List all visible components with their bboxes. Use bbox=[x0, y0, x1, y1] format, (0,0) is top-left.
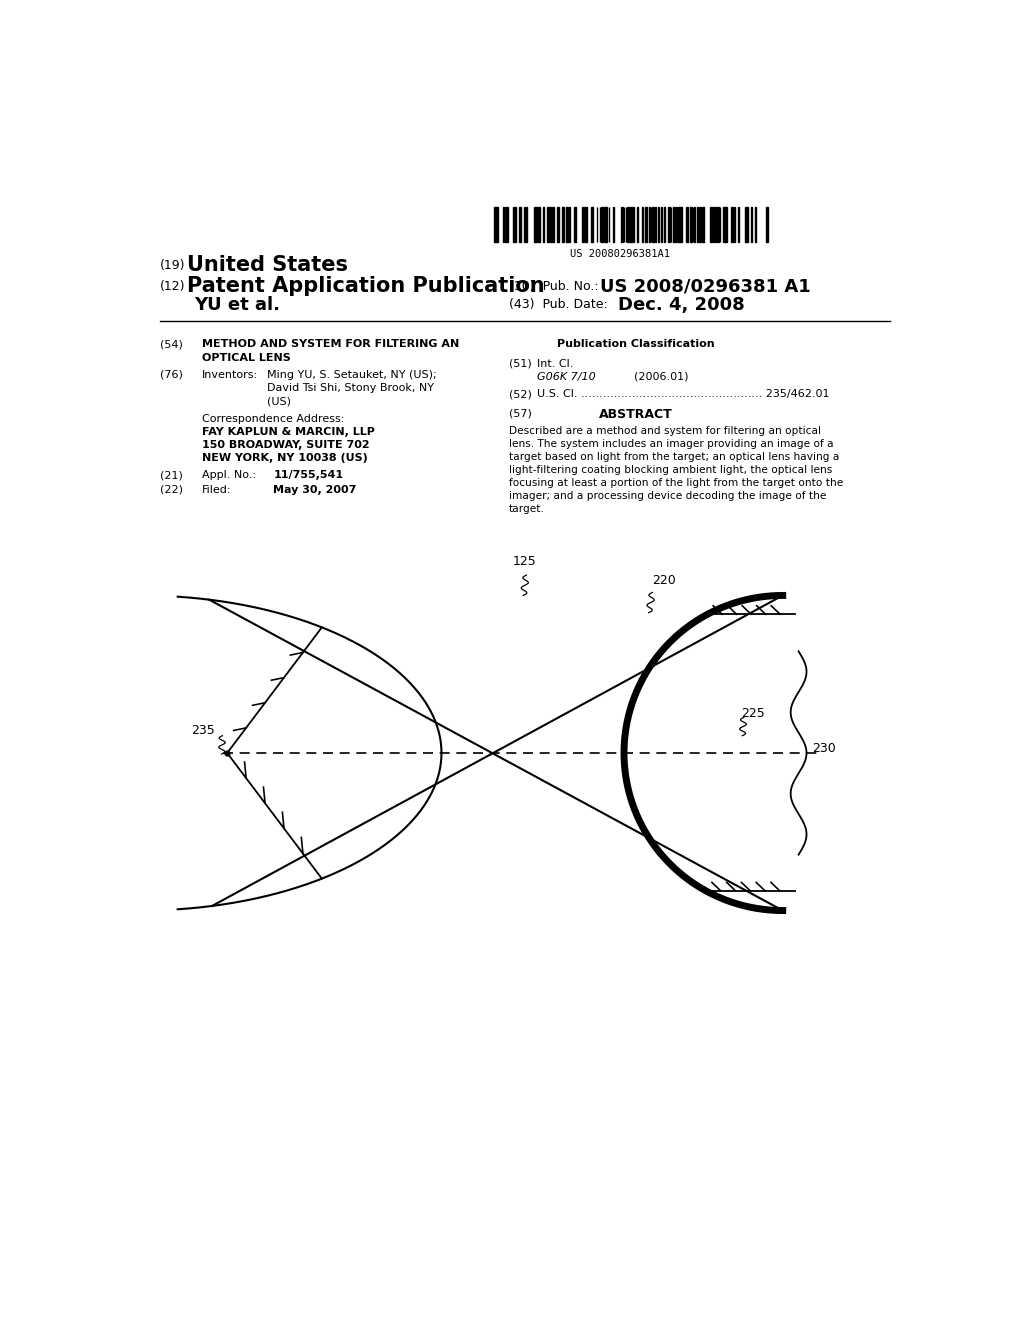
Text: lens. The system includes an imager providing an image of a: lens. The system includes an imager prov… bbox=[509, 438, 834, 449]
Bar bbox=[562, 207, 564, 242]
Text: FAY KAPLUN & MARCIN, LLP: FAY KAPLUN & MARCIN, LLP bbox=[202, 426, 375, 437]
Bar bbox=[699, 207, 701, 242]
Text: METHOD AND SYSTEM FOR FILTERING AN: METHOD AND SYSTEM FOR FILTERING AN bbox=[202, 339, 459, 350]
Text: 220: 220 bbox=[652, 574, 676, 587]
Bar bbox=[678, 207, 680, 242]
Bar bbox=[613, 207, 614, 242]
Bar bbox=[738, 207, 739, 242]
Text: (12): (12) bbox=[160, 280, 185, 293]
Text: (52): (52) bbox=[509, 389, 531, 399]
Text: 150 BROADWAY, SUITE 702: 150 BROADWAY, SUITE 702 bbox=[202, 440, 370, 450]
Text: (43)  Pub. Date:: (43) Pub. Date: bbox=[509, 298, 607, 312]
Text: Ming YU, S. Setauket, NY (US);: Ming YU, S. Setauket, NY (US); bbox=[267, 370, 436, 380]
Bar bbox=[601, 207, 603, 242]
Bar bbox=[494, 207, 496, 242]
Bar bbox=[660, 207, 662, 242]
Bar bbox=[744, 207, 746, 242]
Bar bbox=[566, 207, 568, 242]
Bar bbox=[734, 207, 735, 242]
Text: (US): (US) bbox=[267, 396, 291, 407]
Text: (2006.01): (2006.01) bbox=[634, 372, 689, 381]
Text: imager; and a processing device decoding the image of the: imager; and a processing device decoding… bbox=[509, 491, 826, 500]
Bar bbox=[697, 207, 698, 242]
Text: (54): (54) bbox=[160, 339, 182, 350]
Bar bbox=[637, 207, 638, 242]
Bar bbox=[506, 207, 508, 242]
Bar bbox=[518, 207, 520, 242]
Bar bbox=[539, 207, 541, 242]
Text: NEW YORK, NY 10038 (US): NEW YORK, NY 10038 (US) bbox=[202, 453, 368, 463]
Text: Appl. No.:: Appl. No.: bbox=[202, 470, 256, 480]
Text: Filed:: Filed: bbox=[202, 484, 231, 495]
Bar bbox=[668, 207, 670, 242]
Bar bbox=[725, 207, 727, 242]
Bar bbox=[497, 207, 498, 242]
Text: Int. Cl.: Int. Cl. bbox=[537, 359, 573, 368]
Bar bbox=[766, 207, 768, 242]
Text: 11/755,541: 11/755,541 bbox=[273, 470, 343, 480]
Text: David Tsi Shi, Stony Brook, NY: David Tsi Shi, Stony Brook, NY bbox=[267, 383, 434, 393]
Bar bbox=[606, 207, 607, 242]
Text: 230: 230 bbox=[812, 742, 836, 755]
Text: Patent Application Publication: Patent Application Publication bbox=[186, 276, 545, 297]
Bar bbox=[628, 207, 630, 242]
Bar bbox=[702, 207, 703, 242]
Bar bbox=[713, 207, 714, 242]
Text: target based on light from the target; an optical lens having a: target based on light from the target; a… bbox=[509, 451, 840, 462]
Text: target.: target. bbox=[509, 504, 545, 513]
Text: Described are a method and system for filtering an optical: Described are a method and system for fi… bbox=[509, 426, 821, 436]
Text: Correspondence Address:: Correspondence Address: bbox=[202, 413, 344, 424]
Text: YU et al.: YU et al. bbox=[194, 296, 280, 314]
Bar bbox=[723, 207, 725, 242]
Text: OPTICAL LENS: OPTICAL LENS bbox=[202, 352, 291, 363]
Bar bbox=[585, 207, 587, 242]
Text: US 2008/0296381 A1: US 2008/0296381 A1 bbox=[600, 277, 811, 296]
Bar bbox=[751, 207, 753, 242]
Text: May 30, 2007: May 30, 2007 bbox=[273, 484, 356, 495]
Text: (19): (19) bbox=[160, 259, 185, 272]
Bar bbox=[710, 207, 712, 242]
Bar bbox=[568, 207, 569, 242]
Text: light-filtering coating blocking ambient light, the optical lens: light-filtering coating blocking ambient… bbox=[509, 465, 833, 475]
Bar bbox=[592, 207, 594, 242]
Bar bbox=[604, 207, 605, 242]
Bar bbox=[674, 207, 675, 242]
Bar bbox=[547, 207, 549, 242]
Text: focusing at least a portion of the light from the target onto the: focusing at least a portion of the light… bbox=[509, 478, 843, 488]
Bar bbox=[552, 207, 554, 242]
Bar bbox=[680, 207, 682, 242]
Text: 125: 125 bbox=[513, 554, 537, 568]
Bar bbox=[686, 207, 688, 242]
Text: (10)  Pub. No.:: (10) Pub. No.: bbox=[509, 280, 606, 293]
Text: 225: 225 bbox=[740, 706, 764, 719]
Text: G06K 7/10: G06K 7/10 bbox=[537, 372, 595, 381]
Bar bbox=[689, 207, 691, 242]
Bar bbox=[731, 207, 733, 242]
Text: 235: 235 bbox=[191, 725, 215, 737]
Bar bbox=[534, 207, 536, 242]
Text: ABSTRACT: ABSTRACT bbox=[599, 408, 673, 421]
Bar bbox=[630, 207, 632, 242]
Bar bbox=[622, 207, 624, 242]
Text: (22): (22) bbox=[160, 484, 182, 495]
Text: U.S. Cl. .................................................. 235/462.01: U.S. Cl. ...............................… bbox=[537, 389, 829, 399]
Text: US 20080296381A1: US 20080296381A1 bbox=[570, 249, 670, 259]
Text: (57): (57) bbox=[509, 408, 531, 418]
Text: Dec. 4, 2008: Dec. 4, 2008 bbox=[618, 296, 745, 314]
Bar bbox=[645, 207, 647, 242]
Text: (51): (51) bbox=[509, 359, 531, 368]
Text: (21): (21) bbox=[160, 470, 182, 480]
Text: (76): (76) bbox=[160, 370, 182, 380]
Bar bbox=[658, 207, 659, 242]
Bar bbox=[573, 207, 575, 242]
Bar bbox=[557, 207, 559, 242]
Bar bbox=[513, 207, 514, 242]
Bar bbox=[582, 207, 584, 242]
Text: Inventors:: Inventors: bbox=[202, 370, 258, 380]
Text: United States: United States bbox=[186, 255, 348, 275]
Text: Publication Classification: Publication Classification bbox=[557, 339, 715, 350]
Bar bbox=[717, 207, 719, 242]
Bar bbox=[755, 207, 756, 242]
